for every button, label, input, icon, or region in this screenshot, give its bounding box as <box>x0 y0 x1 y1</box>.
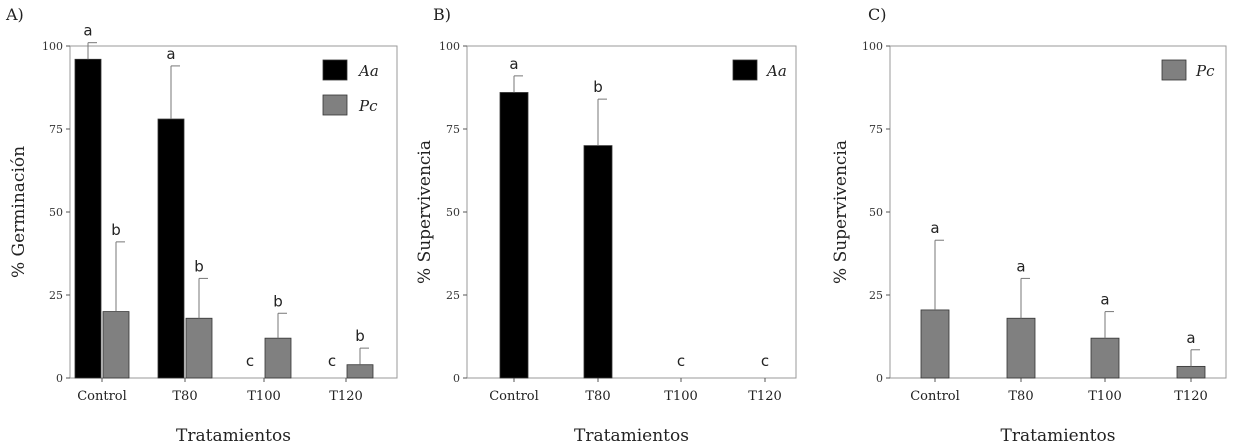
legend-swatch <box>732 59 758 81</box>
x-tick-label: T120 <box>329 389 362 404</box>
y-tick-label: 25 <box>446 289 460 302</box>
significance-letter: c <box>246 352 254 370</box>
panel-label: A) <box>5 5 24 24</box>
x-tick-label: T120 <box>748 389 781 404</box>
significance-letter: a <box>166 45 175 63</box>
y-axis-title: % Supervivencia <box>415 140 435 284</box>
legend-swatch <box>322 94 348 116</box>
bar <box>1090 337 1120 379</box>
significance-letter: a <box>1100 291 1109 309</box>
y-tick-label: 0 <box>876 372 883 385</box>
y-tick-label: 50 <box>869 206 883 219</box>
bar <box>157 118 185 379</box>
significance-letter: b <box>593 78 603 96</box>
x-tick-label: T100 <box>247 389 280 404</box>
x-tick-label: T120 <box>1174 389 1207 404</box>
significance-letter: b <box>194 257 204 275</box>
legend-swatch <box>1161 59 1187 81</box>
y-axis-title: % Supervivencia <box>831 140 851 284</box>
x-tick-label: T100 <box>664 389 697 404</box>
bar <box>74 58 102 379</box>
bar <box>102 311 130 379</box>
y-tick-label: 100 <box>862 40 883 53</box>
significance-letter: a <box>509 55 518 73</box>
y-tick-label: 75 <box>446 123 460 136</box>
x-tick-label: Control <box>489 389 539 404</box>
bar <box>499 92 529 379</box>
x-tick-label: T80 <box>172 389 197 404</box>
y-tick-label: 0 <box>56 372 63 385</box>
y-tick-label: 100 <box>439 40 460 53</box>
y-tick-label: 50 <box>446 206 460 219</box>
y-tick-label: 75 <box>49 123 63 136</box>
bar <box>1176 365 1206 379</box>
bar <box>920 309 950 379</box>
bar <box>346 364 374 379</box>
panel-label: C) <box>868 5 886 24</box>
legend-label: Pc <box>358 97 378 115</box>
x-tick-label: T80 <box>585 389 610 404</box>
x-axis-title: Tratamientos <box>176 426 291 446</box>
y-tick-label: 100 <box>42 40 63 53</box>
significance-letter: a <box>1186 329 1195 347</box>
y-tick-label: 25 <box>49 289 63 302</box>
bar <box>583 145 613 379</box>
x-axis-title: Tratamientos <box>574 426 689 446</box>
x-tick-label: Control <box>910 389 960 404</box>
y-tick-label: 25 <box>869 289 883 302</box>
significance-letter: c <box>328 352 336 370</box>
panel-label: B) <box>433 5 451 24</box>
bar <box>264 337 292 379</box>
y-axis-title: % Germinación <box>9 146 29 278</box>
significance-letter: c <box>761 352 769 370</box>
x-axis-title: Tratamientos <box>1001 426 1116 446</box>
significance-letter: b <box>355 327 365 345</box>
legend-label: Aa <box>765 62 787 80</box>
x-tick-label: T80 <box>1008 389 1033 404</box>
significance-letter: a <box>930 219 939 237</box>
significance-letter: a <box>1016 257 1025 275</box>
x-tick-label: T100 <box>1088 389 1121 404</box>
significance-letter: a <box>83 22 92 40</box>
bar <box>1006 317 1036 379</box>
significance-letter: b <box>111 221 121 239</box>
significance-letter: c <box>677 352 685 370</box>
x-tick-label: Control <box>77 389 127 404</box>
y-tick-label: 75 <box>869 123 883 136</box>
y-tick-label: 50 <box>49 206 63 219</box>
legend-swatch <box>322 59 348 81</box>
legend-label: Pc <box>1195 62 1215 80</box>
y-tick-label: 0 <box>453 372 460 385</box>
legend-label: Aa <box>357 62 379 80</box>
significance-letter: b <box>273 292 283 310</box>
bar <box>185 317 213 379</box>
